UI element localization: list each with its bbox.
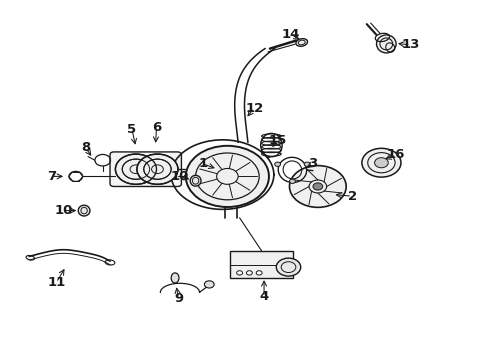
Text: 12: 12 xyxy=(244,102,263,114)
Text: 5: 5 xyxy=(127,123,136,136)
Text: 11: 11 xyxy=(47,276,65,289)
Ellipse shape xyxy=(190,175,201,186)
Circle shape xyxy=(304,162,309,166)
Text: 1: 1 xyxy=(198,157,207,170)
Text: 16: 16 xyxy=(386,148,405,161)
Circle shape xyxy=(312,183,322,190)
Text: 8: 8 xyxy=(81,141,90,154)
Circle shape xyxy=(185,146,268,207)
Ellipse shape xyxy=(376,35,395,53)
Text: 9: 9 xyxy=(174,292,183,305)
Circle shape xyxy=(289,179,295,183)
Circle shape xyxy=(115,154,156,184)
FancyBboxPatch shape xyxy=(110,152,181,186)
Circle shape xyxy=(276,258,300,276)
Ellipse shape xyxy=(78,205,90,216)
Circle shape xyxy=(137,154,178,184)
Circle shape xyxy=(289,166,346,207)
Text: 15: 15 xyxy=(268,134,286,147)
Circle shape xyxy=(274,162,280,166)
Text: 4: 4 xyxy=(259,291,268,303)
Text: 10: 10 xyxy=(170,170,189,183)
Circle shape xyxy=(361,148,400,177)
Text: 13: 13 xyxy=(401,39,419,51)
Text: 6: 6 xyxy=(152,121,161,134)
Text: 10: 10 xyxy=(54,204,73,217)
Circle shape xyxy=(204,281,214,288)
Circle shape xyxy=(246,271,252,275)
Text: 2: 2 xyxy=(347,190,356,203)
Circle shape xyxy=(256,271,262,275)
Text: 3: 3 xyxy=(308,157,317,170)
Text: 7: 7 xyxy=(47,170,56,183)
FancyBboxPatch shape xyxy=(229,251,293,278)
Ellipse shape xyxy=(295,39,307,46)
Circle shape xyxy=(236,271,242,275)
Text: 14: 14 xyxy=(281,28,300,41)
Ellipse shape xyxy=(171,273,179,283)
Circle shape xyxy=(374,158,387,168)
